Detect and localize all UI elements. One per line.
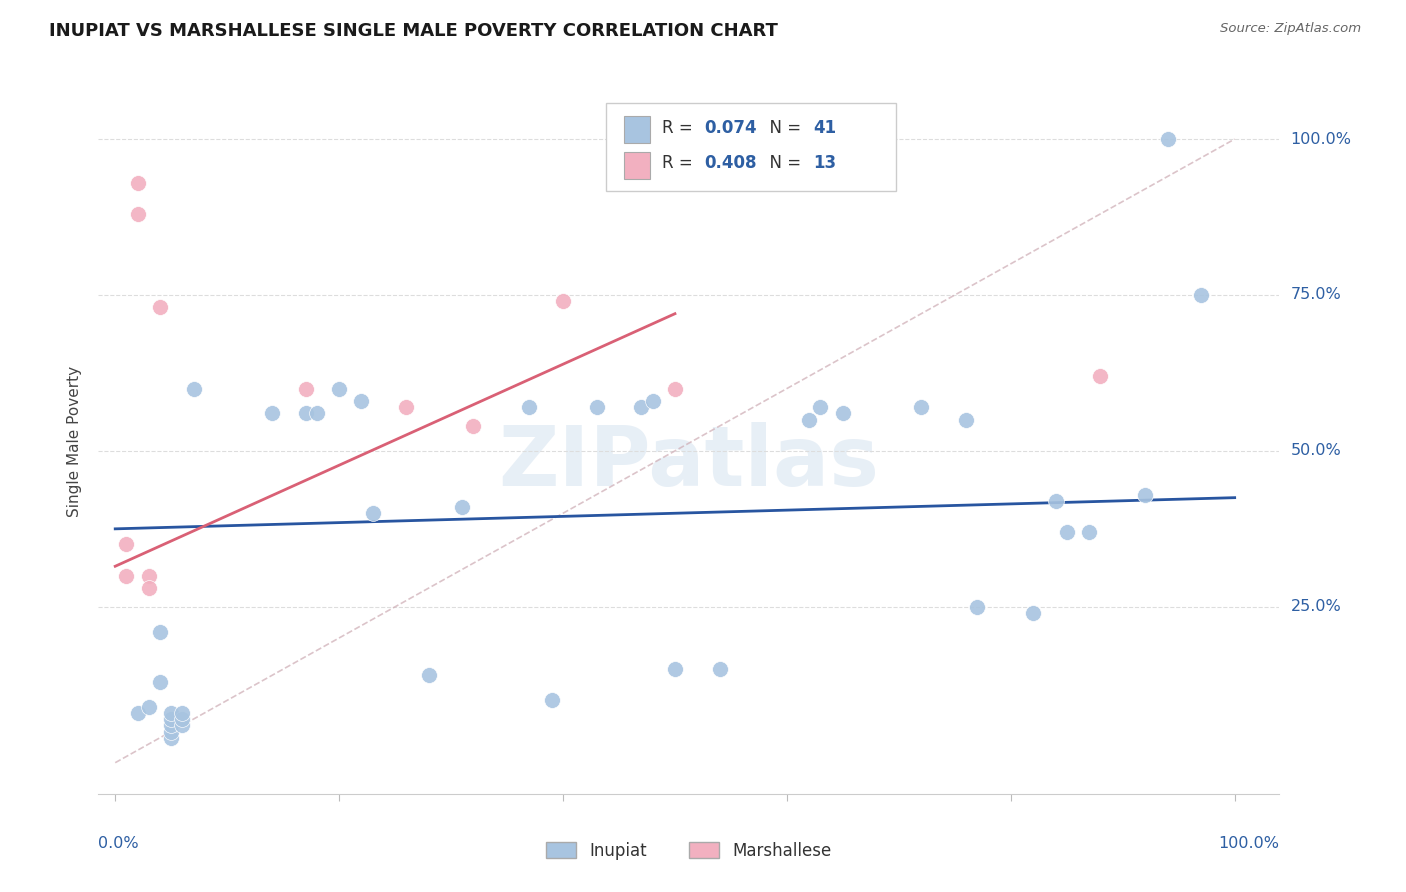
Text: 75.0%: 75.0% (1291, 287, 1341, 302)
FancyBboxPatch shape (624, 116, 650, 144)
Point (451, 500, 474, 514)
Point (810, 401, 832, 415)
Point (799, 413, 821, 427)
Legend: Inupiat, Marshallese: Inupiat, Marshallese (540, 835, 838, 867)
Point (664, 662, 686, 676)
Point (127, 176, 149, 190)
Point (138, 699, 160, 714)
Point (127, 207, 149, 221)
Text: R =: R = (662, 154, 697, 172)
Point (1056, 524, 1078, 539)
Point (160, 718, 183, 732)
Point (172, 706, 194, 720)
Text: 13: 13 (813, 154, 837, 172)
Point (260, 407, 283, 421)
Point (160, 712, 183, 726)
Point (1045, 493, 1067, 508)
Point (551, 294, 574, 309)
Point (1133, 487, 1156, 501)
Point (361, 506, 384, 520)
Point (183, 382, 205, 396)
Point (540, 693, 562, 707)
Text: 100.0%: 100.0% (1219, 836, 1279, 851)
Point (294, 407, 316, 421)
Point (294, 382, 316, 396)
Point (1189, 288, 1212, 302)
Point (1090, 369, 1112, 384)
Point (1156, 132, 1178, 146)
Text: R =: R = (662, 119, 697, 137)
Text: 100.0%: 100.0% (1291, 132, 1351, 146)
Point (709, 662, 731, 676)
Point (149, 624, 172, 639)
Point (664, 382, 686, 396)
Point (305, 407, 328, 421)
Text: Source: ZipAtlas.com: Source: ZipAtlas.com (1220, 22, 1361, 36)
Point (138, 568, 160, 582)
Text: 0.074: 0.074 (704, 119, 756, 137)
Text: ZIPatlas: ZIPatlas (499, 422, 879, 503)
Point (328, 382, 350, 396)
Text: 25.0%: 25.0% (1291, 599, 1341, 615)
Point (138, 581, 160, 595)
Point (831, 407, 853, 421)
Point (160, 706, 183, 720)
Point (463, 419, 485, 434)
Point (1078, 524, 1101, 539)
Point (966, 599, 988, 614)
Point (630, 401, 652, 415)
Text: 41: 41 (813, 119, 837, 137)
Text: N =: N = (759, 119, 806, 137)
Point (519, 401, 541, 415)
Point (172, 712, 194, 726)
Point (115, 568, 138, 582)
Point (149, 674, 172, 689)
Text: INUPIAT VS MARSHALLESE SINGLE MALE POVERTY CORRELATION CHART: INUPIAT VS MARSHALLESE SINGLE MALE POVER… (49, 22, 778, 40)
FancyBboxPatch shape (624, 152, 650, 178)
Text: N =: N = (759, 154, 806, 172)
Text: 50.0%: 50.0% (1291, 443, 1341, 458)
Point (160, 724, 183, 739)
Point (585, 401, 607, 415)
Point (350, 394, 373, 409)
Point (149, 301, 172, 315)
Text: 0.408: 0.408 (704, 154, 756, 172)
Point (955, 413, 977, 427)
Text: 0.0%: 0.0% (98, 836, 139, 851)
Point (1022, 606, 1045, 620)
Y-axis label: Single Male Poverty: Single Male Poverty (67, 366, 83, 517)
Point (418, 668, 440, 682)
Point (127, 706, 149, 720)
Point (910, 401, 932, 415)
Point (115, 537, 138, 551)
FancyBboxPatch shape (606, 103, 896, 192)
Point (395, 401, 418, 415)
Point (641, 394, 664, 409)
Point (172, 718, 194, 732)
Point (160, 731, 183, 745)
